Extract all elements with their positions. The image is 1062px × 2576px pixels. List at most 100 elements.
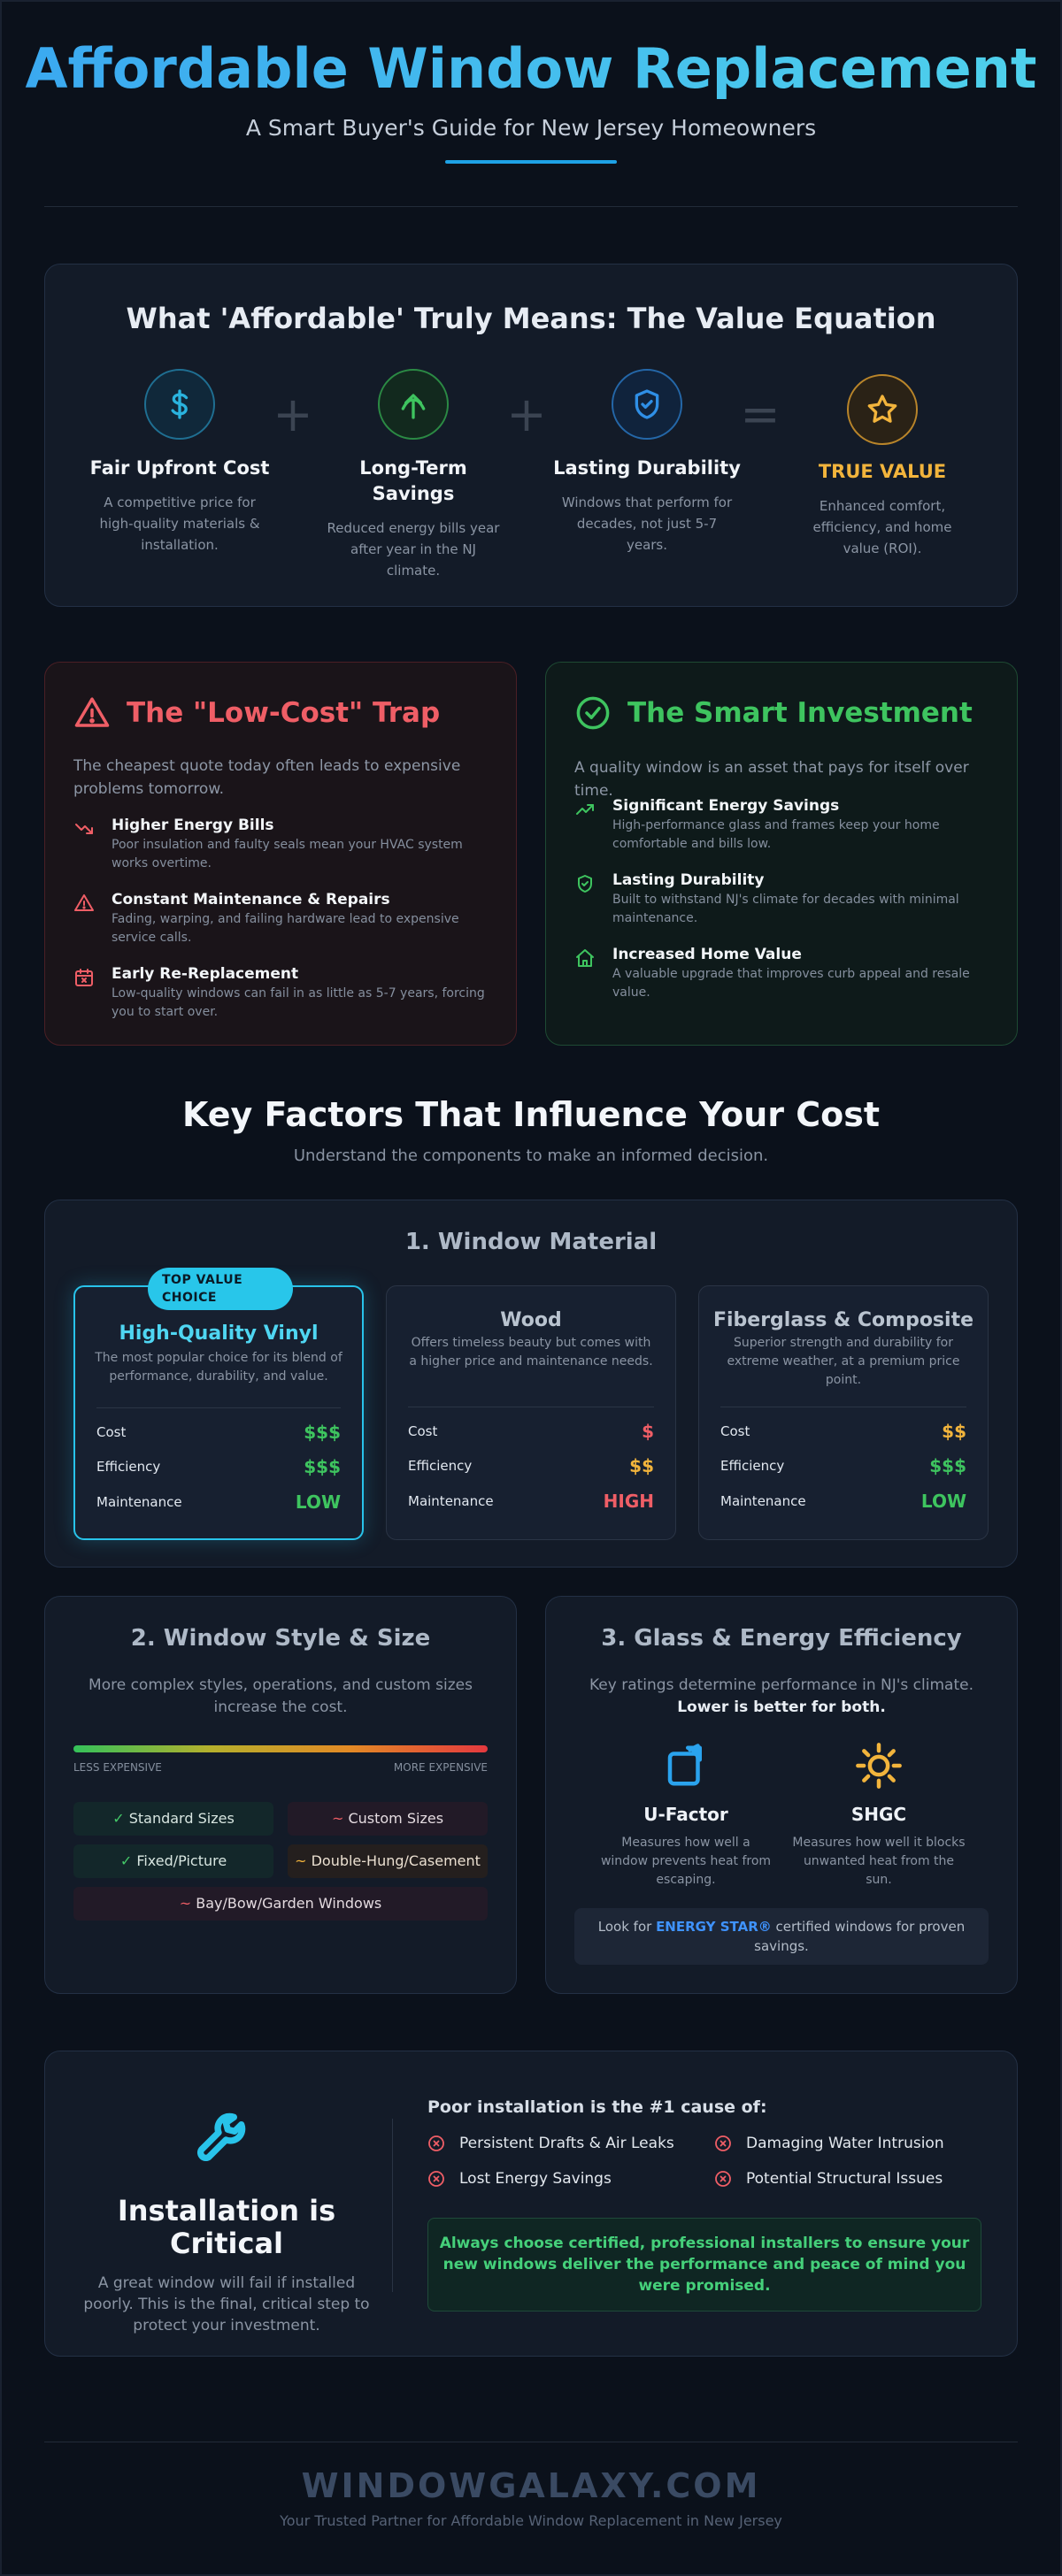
scale-high-label: MORE EXPENSIVE: [393, 1761, 488, 1774]
chip-label: Standard Sizes: [128, 1810, 235, 1827]
material-desc: The most popular choice for its blend of…: [95, 1351, 342, 1384]
installation-card: Installation is Critical A great window …: [44, 2051, 1018, 2357]
causes-title: Poor installation is the #1 cause of:: [427, 2097, 767, 2117]
metric-desc: Measures how well it blocks unwanted hea…: [792, 1836, 966, 1887]
scale-low-label: LESS EXPENSIVE: [73, 1761, 162, 1774]
plus-operator: +: [506, 387, 547, 442]
row-label: Cost: [96, 1424, 127, 1440]
metric-shgc: SHGC Measures how well it blocks unwante…: [790, 1742, 967, 1890]
tilde-mark: ~: [295, 1852, 307, 1869]
low-cost-trap-card: The "Low-Cost" Trap The cheapest quote t…: [44, 662, 517, 1046]
style-chip: ~ Custom Sizes: [288, 1802, 488, 1836]
row-label: Efficiency: [720, 1458, 785, 1474]
calendar-x-icon: [75, 969, 93, 986]
list-item-title: Increased Home Value: [612, 946, 802, 963]
cost-rating: $$: [942, 1421, 966, 1442]
energy-note-pre: Look for: [597, 1919, 657, 1935]
material-row-cost: Cost $$$: [96, 1422, 341, 1443]
cause-item: Lost Energy Savings: [427, 2170, 612, 2188]
list-item: Lasting Durability Built to withstand NJ…: [574, 870, 990, 928]
footer-brand: WINDOWGALAXY.COM: [301, 2466, 761, 2505]
list-item-desc: Low-quality windows can fail in as littl…: [112, 986, 485, 1019]
value-item-title: TRUE VALUE: [818, 461, 947, 482]
material-card-vinyl: TOP VALUE CHOICE High-Quality Vinyl The …: [73, 1268, 364, 1540]
installer-callout: Always choose certified, professional in…: [427, 2218, 981, 2312]
cause-label: Damaging Water Intrusion: [746, 2135, 944, 2152]
metric-name: U-Factor: [643, 1804, 728, 1825]
material-row-cost: Cost $: [408, 1421, 654, 1442]
glass-energy-desc: Key ratings determine performance in NJ'…: [573, 1675, 990, 1719]
material-card-fiberglass: Fiberglass & Composite Superior strength…: [698, 1285, 989, 1540]
metric-desc: Measures how well a window prevents heat…: [600, 1836, 772, 1887]
warning-icon: [74, 894, 94, 911]
value-item-title: Long-Term Savings: [359, 457, 467, 504]
style-size-title: 2. Window Style & Size: [130, 1625, 431, 1652]
investment-header: The Smart Investment: [574, 694, 973, 732]
maintenance-rating: HIGH: [603, 1491, 654, 1512]
investment-title: The Smart Investment: [627, 697, 973, 729]
header-divider: [44, 206, 1018, 207]
window-material-title: 1. Window Material: [404, 1229, 658, 1255]
style-size-desc: More complex styles, operations, and cus…: [88, 1676, 473, 1716]
energy-note-post: certified windows for proven savings.: [754, 1919, 966, 1954]
page-title: Affordable Window Replacement: [0, 34, 1062, 104]
glass-energy-title: 3. Glass & Energy Efficiency: [601, 1625, 962, 1652]
glass-desc-text: Key ratings determine performance in NJ'…: [589, 1676, 974, 1694]
list-item-desc: Poor insulation and faulty seals mean yo…: [112, 838, 463, 870]
list-item-desc: High-performance glass and frames keep y…: [612, 818, 940, 851]
tilde-mark: ~: [179, 1895, 192, 1912]
material-card-wood: Wood Offers timeless beauty but comes wi…: [386, 1285, 676, 1540]
trap-title: The "Low-Cost" Trap: [127, 697, 441, 729]
window-material-card: 1. Window Material TOP VALUE CHOICE High…: [44, 1200, 1018, 1568]
list-item-desc: A valuable upgrade that improves curb ap…: [612, 967, 970, 1000]
maintenance-rating: LOW: [295, 1491, 341, 1513]
x-circle-icon: [428, 2171, 444, 2187]
list-item-title: Constant Maintenance & Repairs: [112, 891, 390, 908]
list-item-title: Lasting Durability: [612, 871, 765, 889]
home-icon: [576, 949, 594, 967]
value-equation-title: What 'Affordable' Truly Means: The Value…: [126, 302, 936, 335]
list-item: Early Re-Replacement Low-quality windows…: [73, 963, 489, 1022]
list-item: Increased Home Value A valuable upgrade …: [574, 944, 990, 1002]
energy-star-note: Look for ENERGY STAR® certified windows …: [574, 1908, 989, 1965]
efficiency-rating: $$$: [929, 1455, 966, 1476]
material-row-efficiency: Efficiency $$: [408, 1455, 654, 1476]
list-item: Constant Maintenance & Repairs Fading, w…: [73, 889, 489, 947]
material-name: Fiberglass & Composite: [712, 1309, 974, 1331]
value-item-long-term-savings: Long-Term Savings Reduced energy bills y…: [316, 369, 511, 581]
warning-icon: [74, 697, 110, 727]
value-item-desc: Reduced energy bills year after year in …: [327, 520, 500, 579]
maintenance-rating: LOW: [920, 1491, 966, 1512]
equals-operator: =: [740, 387, 781, 442]
check-circle-icon: [576, 696, 610, 730]
star-icon: [847, 374, 918, 445]
check-mark: ✓: [119, 1852, 133, 1869]
row-label: Efficiency: [408, 1458, 473, 1474]
leaf-arrow-icon: [378, 369, 449, 440]
investment-list: Significant Energy Savings High-performa…: [574, 795, 990, 1018]
key-factors-subtitle: Understand the components to make an inf…: [293, 1146, 769, 1165]
chip-label: Custom Sizes: [348, 1810, 444, 1827]
material-row-efficiency: Efficiency $$$: [720, 1455, 966, 1476]
cause-item: Damaging Water Intrusion: [714, 2135, 944, 2152]
material-row-cost: Cost $$: [720, 1421, 966, 1442]
value-item-true-value: TRUE VALUE Enhanced comfort, efficiency,…: [785, 369, 980, 559]
cause-label: Persistent Drafts & Air Leaks: [459, 2135, 674, 2152]
glass-energy-card: 3. Glass & Energy Efficiency Key ratings…: [545, 1596, 1018, 1994]
material-name: High-Quality Vinyl: [119, 1322, 319, 1345]
title-underline: [445, 160, 617, 164]
material-row-maintenance: Maintenance LOW: [720, 1491, 966, 1512]
list-item-desc: Built to withstand NJ's climate for deca…: [612, 893, 959, 925]
efficiency-rating: $$: [629, 1455, 654, 1476]
list-item: Higher Energy Bills Poor insulation and …: [73, 815, 489, 873]
value-equation-card: What 'Affordable' Truly Means: The Value…: [44, 264, 1018, 607]
material-row-efficiency: Efficiency $$$: [96, 1456, 341, 1477]
row-label: Maintenance: [96, 1494, 182, 1510]
value-item-desc: A competitive price for high-quality mat…: [99, 494, 260, 553]
window-heat-icon: [667, 1744, 702, 1786]
glass-desc-bold: Lower is better for both.: [677, 1698, 886, 1716]
top-value-badge: TOP VALUE CHOICE: [148, 1268, 293, 1310]
footer-tagline: Your Trusted Partner for Affordable Wind…: [280, 2512, 782, 2529]
installation-desc: A great window will fail if installed po…: [83, 2274, 370, 2334]
row-label: Maintenance: [408, 1493, 494, 1509]
